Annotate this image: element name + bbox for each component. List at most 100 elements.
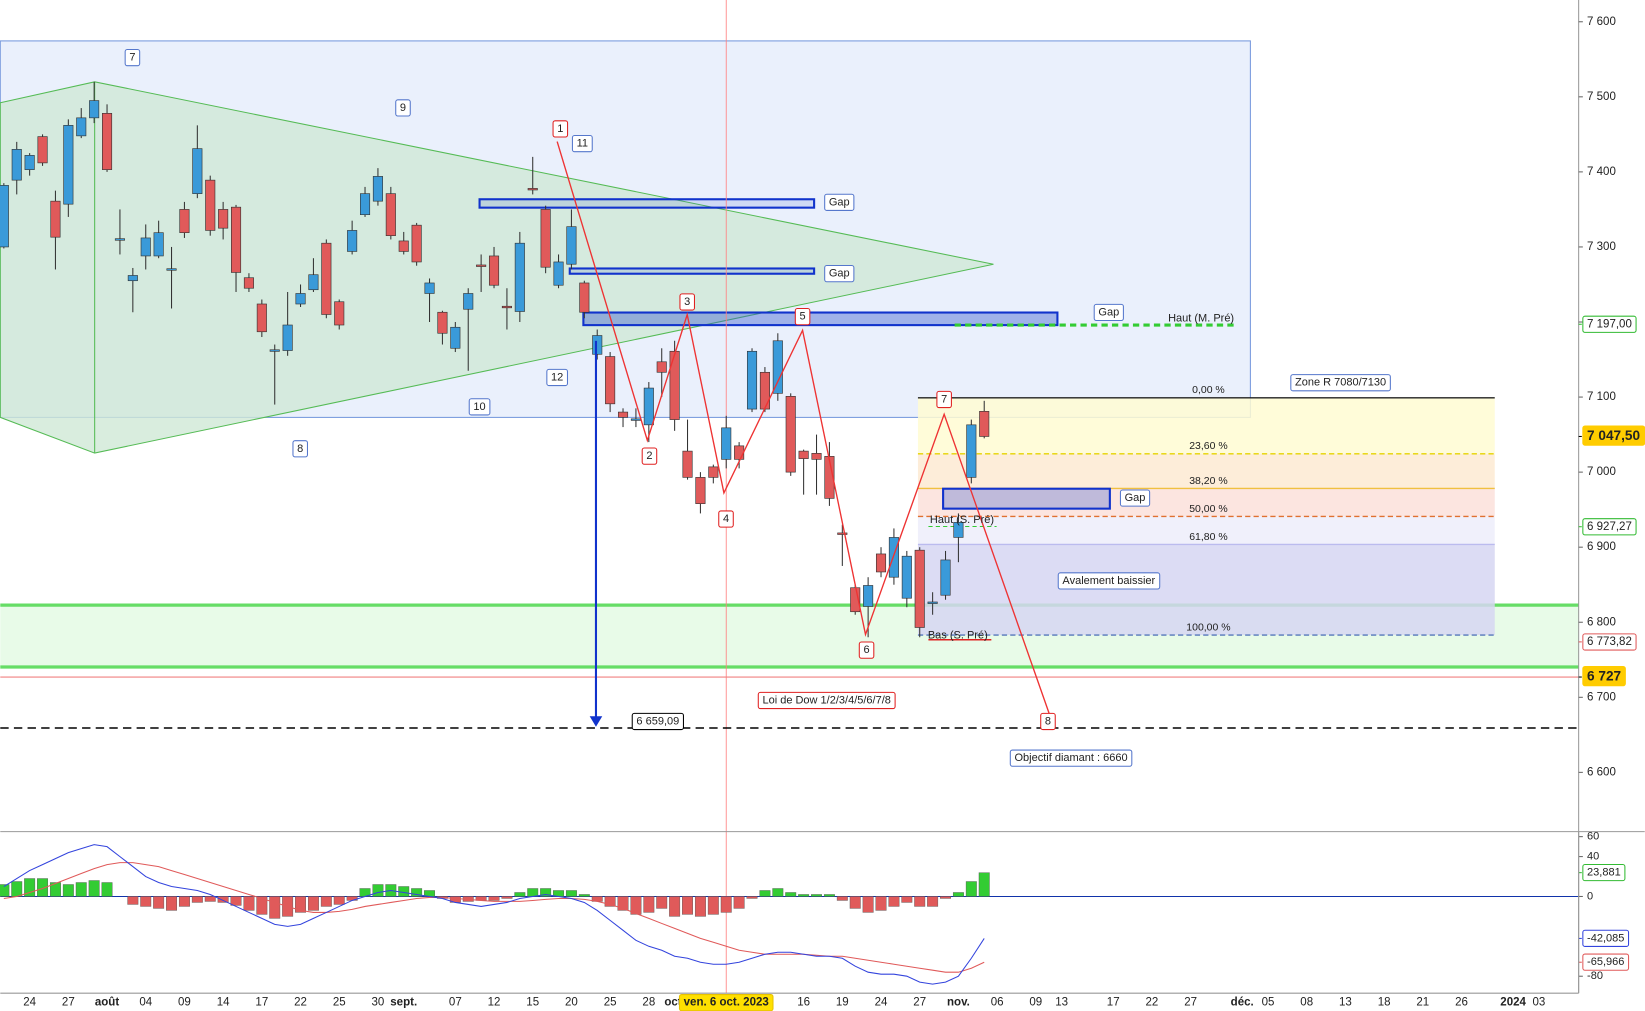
histogram-bar [707,896,719,915]
histogram-bar [914,896,926,907]
histogram-bar [785,892,797,897]
candle-body [63,125,74,205]
candle-body [643,387,654,426]
histogram-bar [88,880,100,897]
candle-body [102,113,113,170]
annotation: 11 [577,138,588,150]
annotation: 8 [1045,715,1051,727]
histogram-bar [965,881,977,897]
y-tick-label: 6 600 [1587,766,1616,778]
annotation: 3 [684,296,690,308]
x-tick-label: 27 [1184,997,1197,1009]
candle-body [89,100,100,119]
annotation: 5 [800,311,806,323]
arrow-head [589,716,603,727]
y-tick-label: 6 700 [1587,691,1616,703]
annotation: 2 [646,450,652,462]
label-box [1009,749,1133,767]
label-box [858,641,875,659]
candle-body [385,193,396,237]
x-tick-label: 25 [604,997,617,1009]
fib-label: 0,00 % [1192,385,1225,396]
candle-body [166,268,177,271]
label-box [552,120,569,138]
annotation: Haut (M. Pré) [1168,313,1234,325]
histogram-bar [37,878,48,897]
gap-zone [942,487,1111,510]
x-tick-label: sept. [390,997,417,1009]
annotation: Gap [1098,306,1119,318]
candle-body [914,549,925,628]
candle-body [579,282,590,313]
candle-body [798,450,809,459]
fib-band [917,397,1495,454]
label-box [571,134,593,153]
histogram-bar [307,896,319,911]
candle-body [140,237,151,257]
candle-body [785,396,796,473]
annotation: Loi de Dow 1/2/3/4/5/6/7/8 [762,694,890,706]
candle-body [708,466,719,478]
x-tick-label: 17 [255,997,268,1009]
annotation: Haut (S. Pré) [930,514,994,526]
y-tick-label: 7 000 [1587,466,1616,478]
histogram-bar [24,878,36,897]
candle-body [656,361,667,373]
candle-body [540,209,551,268]
candle-body [863,585,874,607]
histogram-bar [127,896,139,905]
histogram-bar [746,896,758,899]
histogram-bar [978,872,990,897]
candle-body [76,117,87,137]
signal-line [3,862,985,973]
candle-body [218,209,229,229]
annotation: Gap [829,268,850,280]
candle-body [514,242,525,312]
x-tick-label: 09 [178,997,191,1009]
histogram-bar [759,890,771,897]
candle-body [334,301,345,326]
histogram-bar [630,896,642,915]
annotation: Zone R 7080/7130 [1295,377,1386,389]
candle-body [527,188,538,191]
y-tick-label: 6 900 [1587,541,1616,553]
x-tick-label: 13 [1055,997,1068,1009]
annotation: 12 [551,371,563,383]
x-tick-label: nov. [947,997,970,1009]
candle-body [553,261,564,286]
label-box [824,265,855,283]
y-tick-label: 7 600 [1587,16,1616,28]
histogram-bar [411,888,423,897]
candle-body [372,176,383,202]
annotation: Gap [829,196,850,208]
candle-body [488,255,500,286]
x-tick-label: 09 [1029,997,1042,1009]
annotation: Objectif diamant : 6660 [1014,752,1127,764]
label-box [1582,518,1637,536]
candle-body [953,522,964,538]
label-box [124,48,141,67]
x-tick-label: 16 [797,997,810,1009]
histogram-bar [798,894,810,897]
histogram-bar [565,890,577,897]
histogram-bar [488,896,500,901]
x-tick-label: 24 [875,997,888,1009]
y-tick-label: 60 [1587,831,1599,843]
x-tick-label: 03 [1532,997,1545,1009]
price-marker-label: 6 727 [1587,669,1621,684]
y-tick-label: 7 100 [1587,391,1616,403]
histogram-bar [295,896,306,913]
candle-body [153,232,164,257]
candle-body [127,275,138,282]
histogram-bar [888,896,900,907]
candle-body [205,179,216,231]
candle-body [734,445,745,460]
x-tick-label: 13 [1339,997,1352,1009]
fib-band [917,488,1495,517]
candle-body [282,324,293,351]
histogram-bar [669,896,681,917]
label-box [1290,374,1391,392]
x-tick-label: 2024 [1500,997,1526,1009]
x-tick-label: 27 [913,997,926,1009]
